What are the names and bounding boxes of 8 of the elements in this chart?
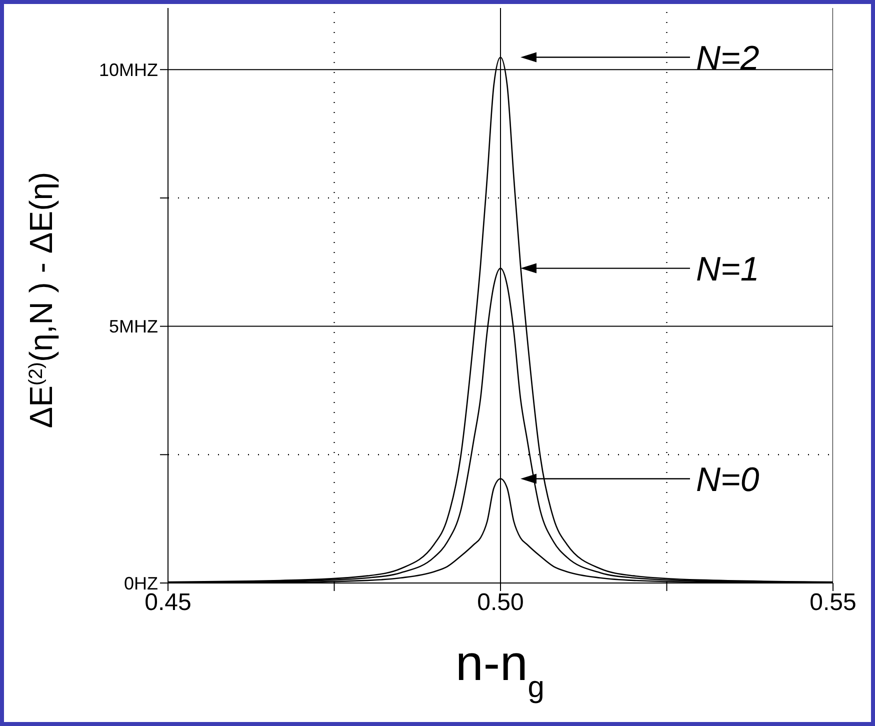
annotation: N=2 (696, 39, 760, 78)
x-tick-label: 0.55 (810, 589, 856, 616)
y-tick-label: 5MHZ (109, 316, 158, 337)
annotation: N=0 (696, 460, 760, 499)
y-tick-label: 10MHZ (98, 60, 158, 80)
x-tick-label: 0.50 (477, 589, 524, 616)
annotation: N=1 (696, 250, 760, 288)
x-axis-title: n-n$_{g}$ (456, 635, 544, 704)
